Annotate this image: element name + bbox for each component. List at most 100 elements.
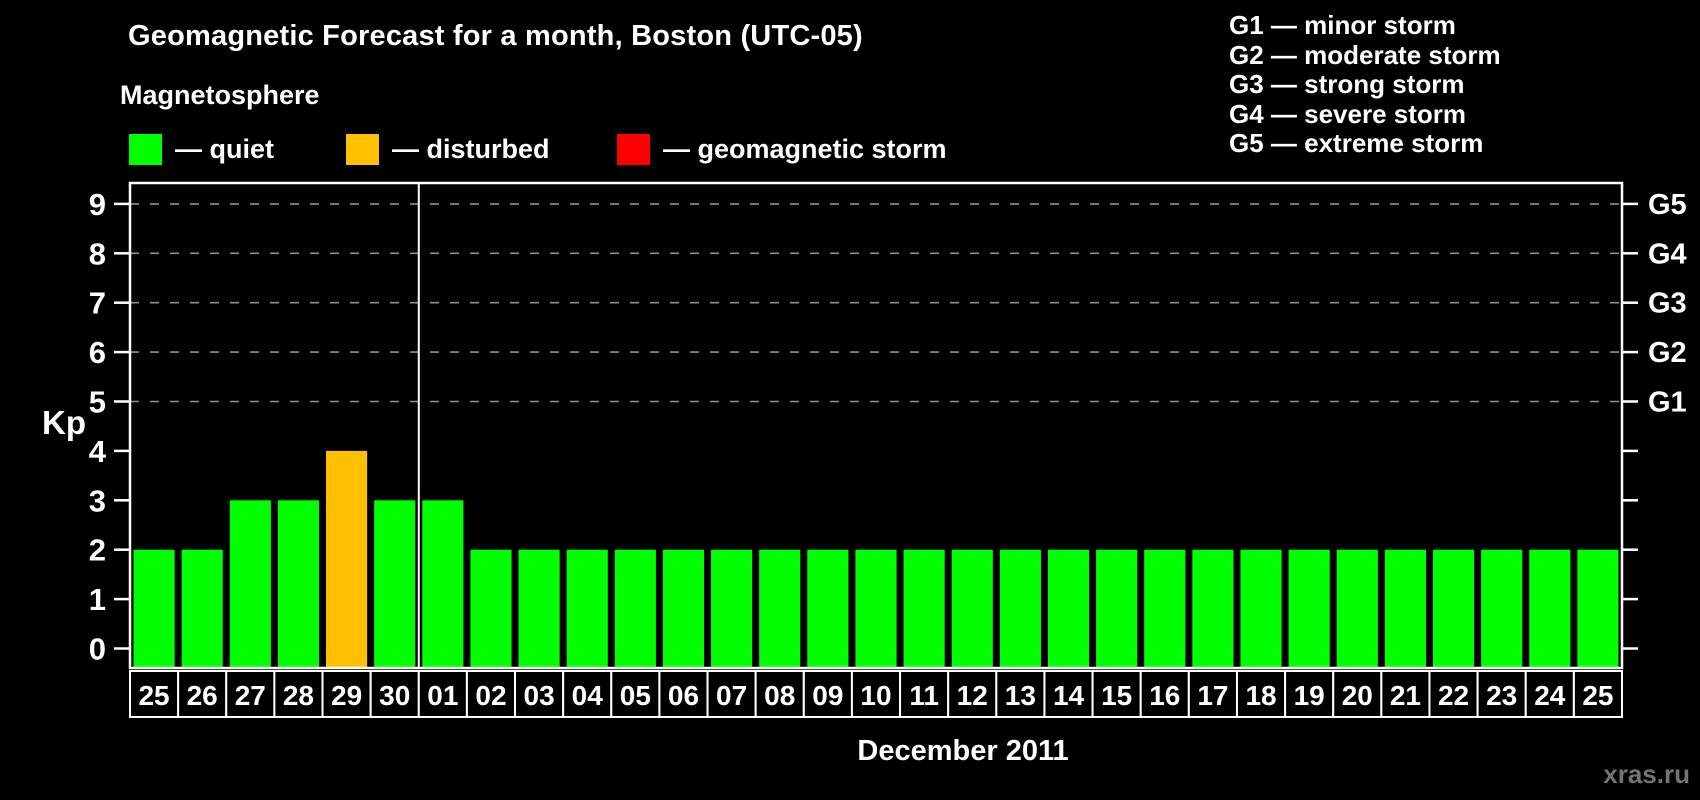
kp-bar-day-06 bbox=[662, 549, 705, 668]
kp-bar-day-30 bbox=[374, 500, 416, 668]
kp-bar-day-18 bbox=[1240, 549, 1282, 668]
day-label-cell bbox=[1332, 670, 1383, 718]
g5-definition: G5 — extreme storm bbox=[1229, 128, 1484, 159]
kp-bar-day-11 bbox=[903, 549, 945, 668]
g-level-label: G5 bbox=[1648, 189, 1687, 221]
day-label: 11 bbox=[909, 680, 939, 711]
day-label-cell bbox=[273, 670, 324, 718]
day-label: 25 bbox=[1582, 680, 1613, 711]
g-scale-legend: G1 — minor storm G2 — moderate storm G3 … bbox=[1229, 10, 1501, 159]
kp-bar-day-10 bbox=[855, 549, 897, 668]
y-tick-label: 4 bbox=[89, 434, 107, 469]
day-label-cell bbox=[1139, 670, 1190, 718]
day-label: 15 bbox=[1101, 680, 1132, 711]
day-label-cell bbox=[658, 670, 709, 718]
day-label: 10 bbox=[860, 680, 891, 711]
day-label-cell bbox=[1476, 670, 1527, 718]
y-tick-label: 0 bbox=[89, 632, 106, 667]
day-label-cell bbox=[610, 670, 661, 718]
day-label: 25 bbox=[138, 680, 169, 711]
legend-label-quiet: — quiet bbox=[175, 133, 274, 164]
day-label: 17 bbox=[1197, 680, 1228, 711]
quiet-color-swatch bbox=[129, 133, 162, 165]
day-label: 21 bbox=[1390, 680, 1421, 711]
magnetosphere-label: Magnetosphere bbox=[120, 80, 320, 110]
day-label: 28 bbox=[283, 680, 314, 711]
kp-bar-day-08 bbox=[759, 549, 801, 668]
kp-bar-day-19 bbox=[1288, 549, 1330, 668]
day-label-cell bbox=[369, 670, 420, 718]
y-tick-label: 7 bbox=[89, 286, 106, 321]
day-label: 20 bbox=[1342, 680, 1373, 711]
day-label-cell bbox=[321, 670, 372, 718]
day-label-cell bbox=[1091, 670, 1142, 718]
day-label-cell bbox=[417, 670, 468, 718]
legend-item-storm: — geomagnetic storm bbox=[617, 133, 947, 165]
day-label: 13 bbox=[1005, 680, 1036, 711]
day-label: 07 bbox=[716, 680, 747, 711]
kp-bar-day-26 bbox=[181, 549, 223, 668]
day-label: 16 bbox=[1149, 680, 1180, 711]
plot-frame bbox=[128, 181, 1624, 670]
day-label: 03 bbox=[524, 680, 555, 711]
g-level-label: G2 bbox=[1648, 337, 1687, 369]
kp-bar-day-29 bbox=[326, 450, 368, 668]
day-label: 08 bbox=[764, 680, 795, 711]
x-axis-caption: December 2011 bbox=[857, 735, 1069, 767]
g3-definition: G3 — strong storm bbox=[1229, 69, 1465, 100]
day-label: 05 bbox=[620, 680, 651, 711]
y-tick-label: 2 bbox=[89, 533, 106, 568]
day-label-cell bbox=[802, 670, 853, 718]
y-tick-label: 3 bbox=[89, 483, 106, 518]
day-label-cell bbox=[1043, 670, 1094, 718]
day-label-cell bbox=[225, 670, 276, 718]
kp-bar-day-24 bbox=[1529, 549, 1571, 668]
g-level-label: G4 bbox=[1648, 238, 1687, 270]
legend-item-disturbed: — disturbed bbox=[346, 133, 550, 165]
day-label: 24 bbox=[1534, 680, 1566, 711]
kp-bar-day-21 bbox=[1384, 549, 1426, 668]
kp-bar-day-12 bbox=[951, 549, 993, 668]
kp-bar-day-01 bbox=[422, 500, 464, 668]
kp-bar-day-14 bbox=[1047, 549, 1090, 668]
g2-definition: G2 — moderate storm bbox=[1229, 39, 1501, 70]
day-label: 19 bbox=[1294, 680, 1325, 711]
day-label-cell bbox=[129, 670, 180, 718]
g-level-label: G1 bbox=[1648, 387, 1687, 419]
day-label: 02 bbox=[475, 680, 506, 711]
y-axis-title: Kp bbox=[42, 404, 86, 441]
day-label: 12 bbox=[957, 680, 988, 711]
day-label-cell bbox=[1572, 670, 1624, 718]
y-tick-label: 1 bbox=[89, 582, 106, 617]
kp-bar-day-25 bbox=[133, 549, 175, 668]
day-label: 09 bbox=[812, 680, 843, 711]
watermark: xras.ru bbox=[1603, 759, 1690, 789]
day-label: 22 bbox=[1438, 680, 1469, 711]
chart-title: Geomagnetic Forecast for a month, Boston… bbox=[128, 20, 863, 52]
kp-bar-day-07 bbox=[711, 549, 753, 668]
day-label: 27 bbox=[235, 680, 266, 711]
kp-bar-day-27 bbox=[229, 500, 271, 668]
day-label: 06 bbox=[668, 680, 699, 711]
day-label-cell bbox=[995, 670, 1046, 718]
day-label-cell bbox=[1524, 670, 1575, 718]
day-label: 04 bbox=[572, 680, 604, 711]
y-tick-label: 8 bbox=[89, 236, 106, 271]
day-label-cell bbox=[514, 670, 565, 718]
day-label-cell bbox=[1235, 670, 1287, 718]
kp-bar-day-05 bbox=[614, 549, 656, 668]
kp-bar-day-22 bbox=[1432, 549, 1475, 668]
y-tick-label: 6 bbox=[89, 335, 106, 370]
day-label-cell bbox=[706, 670, 757, 718]
kp-bar-day-09 bbox=[807, 549, 849, 668]
day-label: 23 bbox=[1486, 680, 1517, 711]
kp-bar-day-13 bbox=[999, 549, 1041, 668]
y-tick-label: 9 bbox=[89, 187, 106, 222]
legend-label-disturbed: — disturbed bbox=[392, 133, 550, 164]
kp-bar-day-20 bbox=[1336, 549, 1378, 668]
day-label: 14 bbox=[1053, 680, 1085, 711]
day-label-cell bbox=[947, 670, 998, 718]
day-label: 26 bbox=[187, 680, 218, 711]
disturbed-color-swatch bbox=[346, 133, 379, 165]
